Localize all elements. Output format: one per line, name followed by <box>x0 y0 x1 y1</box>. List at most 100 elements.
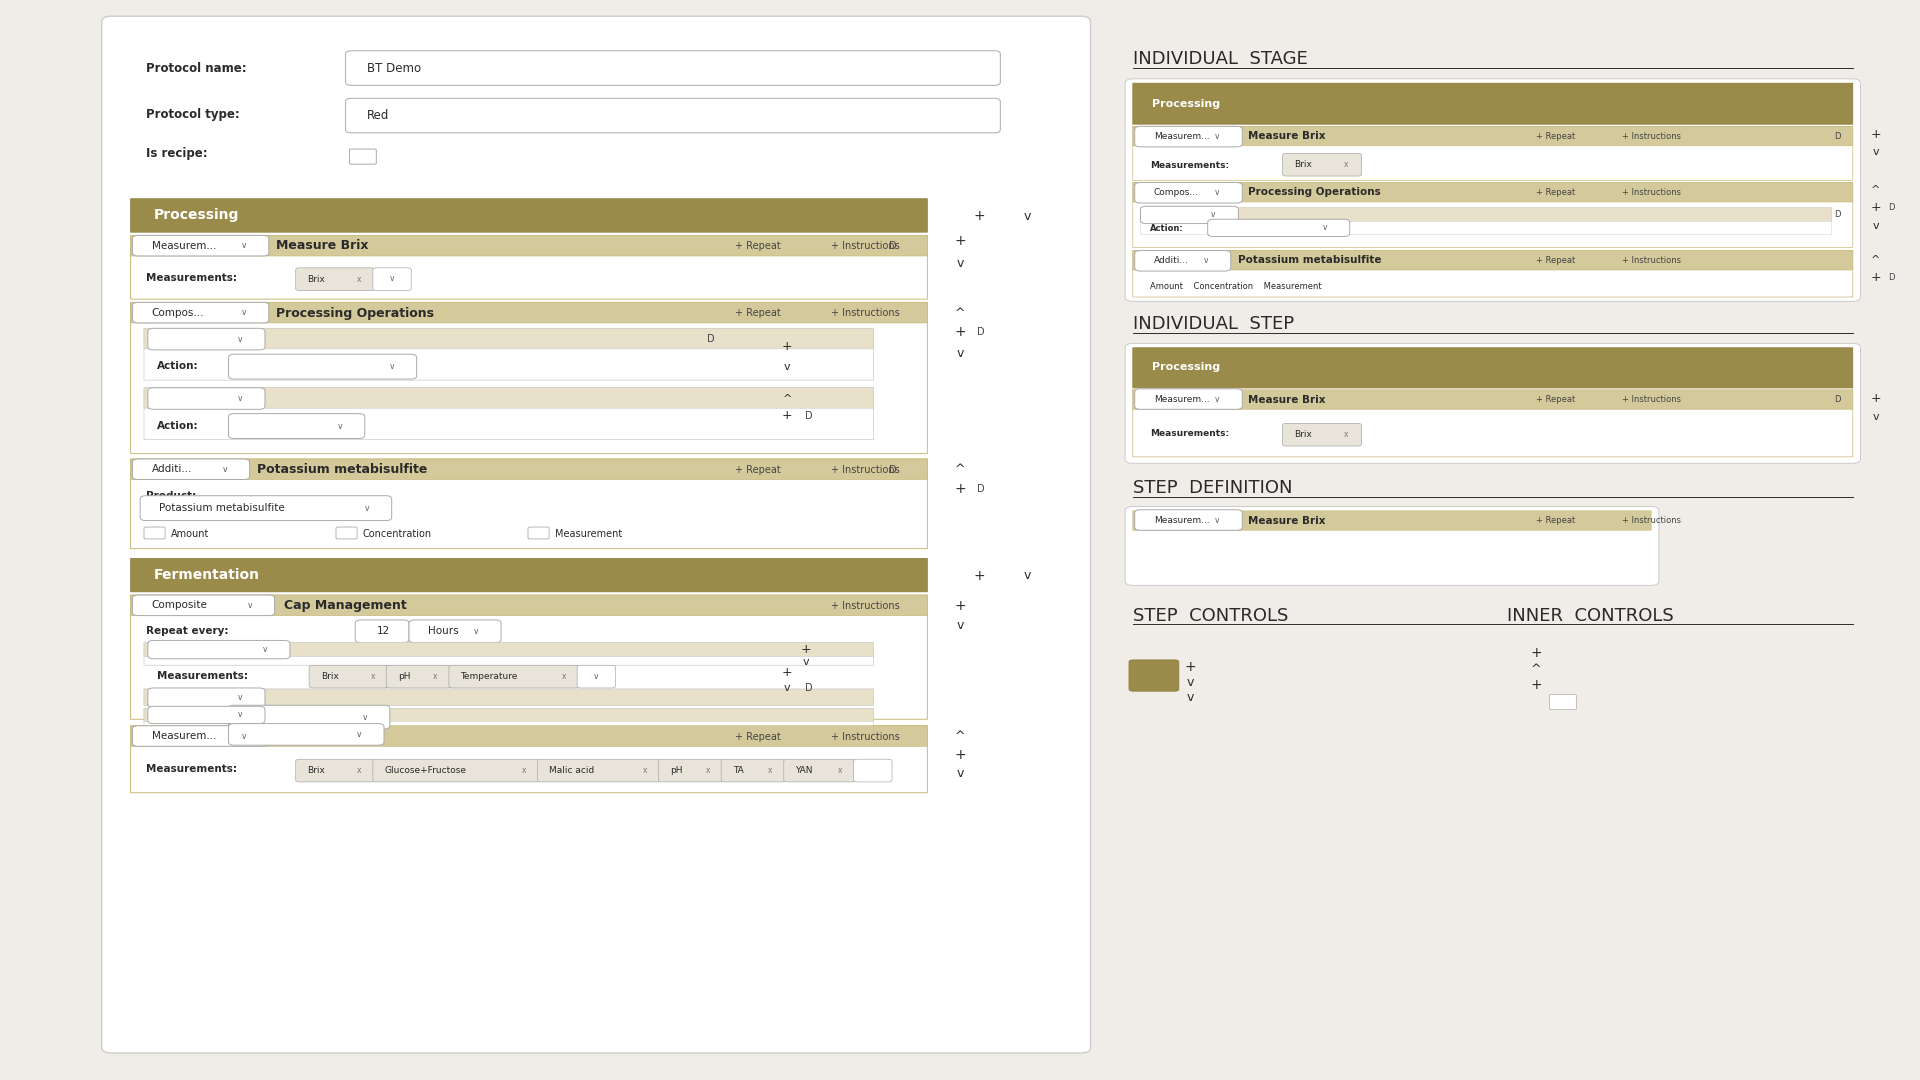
Text: Action: Action <box>1160 211 1187 219</box>
FancyBboxPatch shape <box>148 706 265 724</box>
Text: Measure Brix: Measure Brix <box>1248 394 1325 405</box>
Text: D: D <box>889 241 897 251</box>
FancyBboxPatch shape <box>132 302 269 323</box>
FancyBboxPatch shape <box>349 149 376 164</box>
Text: pH: pH <box>397 672 411 681</box>
Text: + Repeat: + Repeat <box>1536 256 1574 265</box>
FancyBboxPatch shape <box>1140 206 1238 224</box>
Text: Action:: Action: <box>157 711 200 721</box>
Text: Temperature: Temperature <box>461 672 518 681</box>
Text: + Repeat: + Repeat <box>735 731 781 742</box>
Text: +: + <box>1870 129 1882 141</box>
FancyBboxPatch shape <box>449 665 580 688</box>
Text: Processing: Processing <box>154 208 238 222</box>
Text: x: x <box>522 766 526 775</box>
Text: Brix: Brix <box>307 274 324 284</box>
Text: INDIVIDUAL  STAGE: INDIVIDUAL STAGE <box>1133 51 1308 68</box>
Text: Composite: Composite <box>152 600 207 610</box>
FancyBboxPatch shape <box>228 724 384 745</box>
FancyBboxPatch shape <box>144 708 874 730</box>
Text: Brix: Brix <box>321 672 338 681</box>
Text: v: v <box>390 274 394 283</box>
FancyBboxPatch shape <box>1133 126 1853 146</box>
Text: +: + <box>781 666 793 679</box>
Text: + Repeat: + Repeat <box>735 241 781 251</box>
Text: v: v <box>263 645 267 654</box>
Text: D: D <box>1834 132 1841 140</box>
Text: Product:: Product: <box>146 490 196 501</box>
Text: +: + <box>954 234 966 247</box>
Text: +: + <box>954 325 966 338</box>
Text: ^: ^ <box>954 307 966 320</box>
Text: ^: ^ <box>954 463 966 476</box>
FancyBboxPatch shape <box>1135 389 1242 409</box>
FancyBboxPatch shape <box>1133 390 1853 409</box>
FancyBboxPatch shape <box>131 558 927 592</box>
Text: pH: pH <box>670 766 684 775</box>
Text: + Repeat: + Repeat <box>1536 516 1574 525</box>
Text: ^: ^ <box>954 730 966 743</box>
Text: Measurem...: Measurem... <box>1154 515 1210 525</box>
Text: + Instructions: + Instructions <box>1622 395 1682 404</box>
Text: Potassium metabisulfite: Potassium metabisulfite <box>1238 255 1382 266</box>
Text: x: x <box>357 766 361 775</box>
Text: Processing Operations: Processing Operations <box>1248 187 1380 198</box>
Text: Protocol name:: Protocol name: <box>146 62 246 75</box>
Text: Measurements:: Measurements: <box>157 671 248 681</box>
Text: Measure Brix: Measure Brix <box>1248 515 1325 526</box>
Text: Additi...: Additi... <box>152 464 192 474</box>
Text: v: v <box>357 730 361 739</box>
FancyBboxPatch shape <box>144 643 874 657</box>
Text: Action: Action <box>167 393 200 404</box>
Text: D: D <box>1834 211 1841 219</box>
Text: +: + <box>954 599 966 612</box>
Text: INDIVIDUAL  STEP: INDIVIDUAL STEP <box>1133 315 1294 333</box>
FancyBboxPatch shape <box>538 759 660 782</box>
Text: Fermentation: Fermentation <box>154 568 259 582</box>
Text: Cluster sorting: Cluster sorting <box>248 362 324 372</box>
Text: Cluster sorting: Cluster sorting <box>1227 224 1288 232</box>
Text: Measurements:: Measurements: <box>146 272 236 283</box>
Text: v: v <box>593 672 599 680</box>
FancyBboxPatch shape <box>854 759 893 782</box>
Text: + Instructions: + Instructions <box>831 241 900 251</box>
FancyBboxPatch shape <box>132 459 250 480</box>
FancyBboxPatch shape <box>1133 348 1853 388</box>
Text: x: x <box>357 274 361 284</box>
Text: Compos...: Compos... <box>152 308 204 318</box>
FancyBboxPatch shape <box>1283 423 1361 446</box>
Text: v: v <box>1187 676 1194 689</box>
Text: D: D <box>707 334 714 345</box>
Text: x: x <box>643 766 647 775</box>
Text: + Repeat: + Repeat <box>735 464 781 475</box>
Text: v: v <box>238 335 242 343</box>
Text: v: v <box>1215 188 1219 198</box>
FancyBboxPatch shape <box>144 643 874 665</box>
Text: v: v <box>1023 210 1031 222</box>
FancyBboxPatch shape <box>1133 251 1853 270</box>
FancyBboxPatch shape <box>1135 251 1231 271</box>
Text: x: x <box>837 766 843 775</box>
Text: ^: ^ <box>1530 663 1542 676</box>
FancyBboxPatch shape <box>355 620 409 643</box>
FancyBboxPatch shape <box>409 620 501 643</box>
Text: 12: 12 <box>376 626 390 636</box>
Text: D: D <box>1887 273 1895 282</box>
Text: x: x <box>705 766 710 775</box>
Text: v: v <box>474 626 478 636</box>
Text: Brix: Brix <box>1294 430 1311 440</box>
Text: v: v <box>238 711 242 719</box>
FancyBboxPatch shape <box>144 527 165 539</box>
FancyBboxPatch shape <box>131 726 927 746</box>
Text: Amount    Concentration    Measurement: Amount Concentration Measurement <box>1150 282 1321 291</box>
Text: TA: TA <box>733 766 743 775</box>
Text: v: v <box>338 421 342 431</box>
FancyBboxPatch shape <box>131 459 927 480</box>
FancyBboxPatch shape <box>1133 83 1853 124</box>
Text: +: + <box>1185 661 1196 674</box>
Text: v: v <box>1323 224 1327 232</box>
Text: v: v <box>956 619 964 632</box>
Text: Measurements:: Measurements: <box>1150 161 1229 170</box>
FancyBboxPatch shape <box>144 388 874 408</box>
FancyBboxPatch shape <box>722 759 785 782</box>
